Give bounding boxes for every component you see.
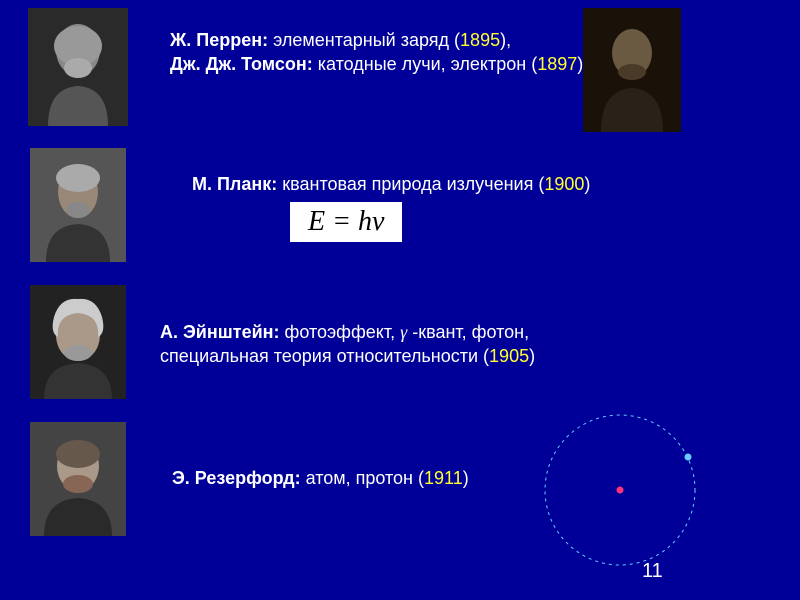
rutherford-year: 1911: [424, 468, 463, 488]
perrin-name: Ж. Перрен:: [170, 30, 268, 50]
thomson-name: Дж. Дж. Томсон:: [170, 54, 313, 74]
einstein-name: А. Эйнштейн:: [160, 322, 280, 342]
portrait-einstein: [30, 285, 126, 399]
planck-close: ): [584, 174, 590, 194]
einstein-desc-b: -квант, фотон,: [407, 322, 529, 342]
atom-electron: [685, 454, 692, 461]
rutherford-name: Э. Резерфорд:: [172, 468, 301, 488]
text-einstein: А. Эйнштейн: фотоэффект, γ -квант, фотон…: [160, 320, 640, 369]
portrait-planck: [30, 148, 126, 262]
text-rutherford: Э. Резерфорд: атом, протон (1911): [172, 466, 552, 490]
planck-desc: квантовая природа излучения (: [277, 174, 544, 194]
rutherford-desc: атом, протон (: [301, 468, 424, 488]
portrait-perrin: [28, 8, 128, 126]
text-planck: М. Планк: квантовая природа излучения (1…: [192, 172, 662, 196]
einstein-close: ): [529, 346, 535, 366]
thomson-close: ): [577, 54, 583, 74]
text-perrin-thomson: Ж. Перрен: элементарный заряд (1895), Дж…: [170, 28, 600, 77]
thomson-year: 1897: [537, 54, 577, 74]
planck-name: М. Планк:: [192, 174, 277, 194]
perrin-year: 1895: [460, 30, 500, 50]
perrin-close: ),: [500, 30, 511, 50]
page-number: 11: [642, 560, 663, 583]
planck-equation: E = hν: [290, 202, 402, 242]
portrait-rutherford: [30, 422, 126, 536]
atom-nucleus: [617, 487, 624, 494]
einstein-desc-c: специальная теория относительности (: [160, 346, 489, 366]
rutherford-close: ): [463, 468, 469, 488]
einstein-year: 1905: [489, 346, 529, 366]
thomson-desc: катодные лучи, электрон (: [313, 54, 537, 74]
atom-diagram: [528, 398, 712, 582]
einstein-desc-a: фотоэффект,: [280, 322, 401, 342]
planck-year: 1900: [544, 174, 584, 194]
perrin-desc: элементарный заряд (: [268, 30, 460, 50]
